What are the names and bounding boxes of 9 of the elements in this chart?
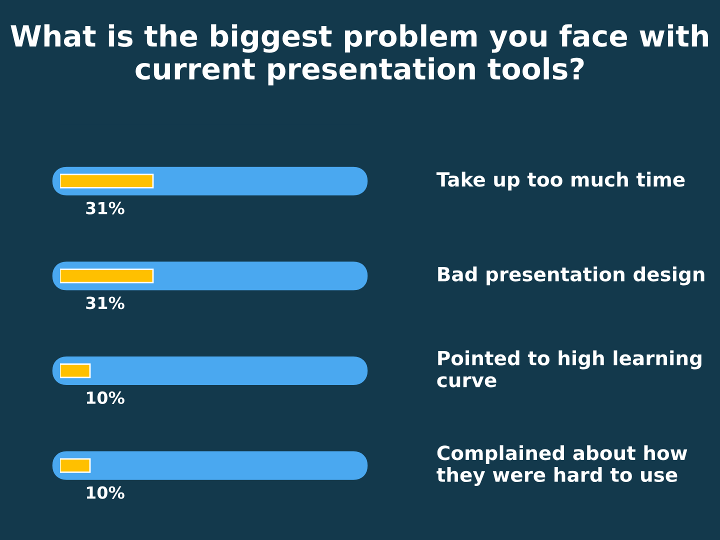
y-tick-label: Pointed to high learning curve xyxy=(437,350,702,388)
y-tick-label: Bad presentation design xyxy=(438,266,704,286)
data-label: 31% xyxy=(86,296,124,310)
data-label: 10% xyxy=(86,486,124,499)
y-tick-label: Take up too much time xyxy=(436,172,685,191)
data-label: 31% xyxy=(86,202,124,214)
chart-title: What is the biggest problem you face with current presentation tools? xyxy=(10,24,708,86)
y-tick-label: Complained about how they were hard to use xyxy=(436,445,688,486)
data-label: 10% xyxy=(86,391,124,404)
